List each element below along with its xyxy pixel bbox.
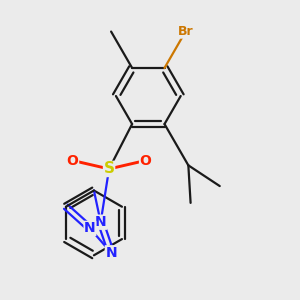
- Text: Br: Br: [178, 25, 194, 38]
- Text: O: O: [140, 154, 152, 167]
- Text: N: N: [84, 221, 96, 236]
- Text: N: N: [95, 215, 106, 229]
- Text: O: O: [67, 154, 79, 167]
- Text: S: S: [103, 161, 115, 176]
- Text: N: N: [105, 246, 117, 260]
